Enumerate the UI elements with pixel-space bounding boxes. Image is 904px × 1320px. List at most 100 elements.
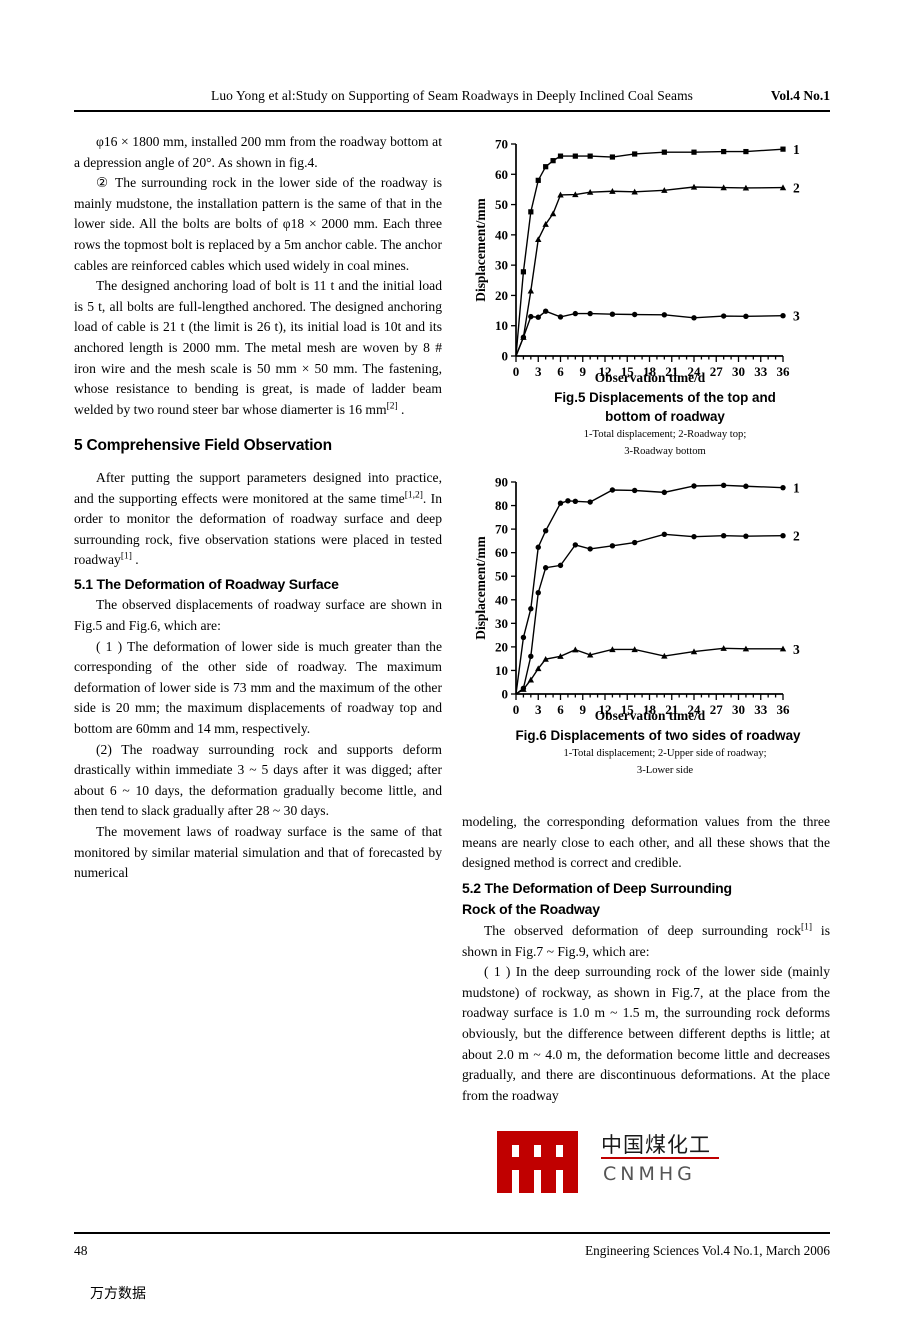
f6-series-3-point (779, 645, 787, 652)
footer-journal-line: Engineering Sciences Vol.4 No.1, March 2… (585, 1243, 830, 1258)
f5-series-1-point (543, 164, 549, 170)
paragraph-3: The designed anchoring load of bolt is 1… (74, 276, 442, 420)
f5-series-2-point (572, 191, 579, 198)
f5-ytick-0: 0 (502, 349, 509, 364)
f5-series-1-line (515, 148, 784, 357)
f5-series-1-point (587, 153, 593, 159)
paragraph-3-text: The designed anchoring load of bolt is 1… (74, 278, 442, 417)
f6-series-1-point (542, 528, 549, 534)
watermark-chinese-text: 中国煤化工 (601, 1133, 711, 1157)
f6-xtick-30: 30 (732, 702, 745, 717)
watermark-latin-text: CNMHG (603, 1163, 696, 1185)
f6-xtick-33: 33 (754, 702, 768, 717)
f6-series-1-point (691, 483, 697, 489)
f5-series-3-point (743, 313, 749, 320)
f5-xtick-21: 21 (665, 364, 678, 379)
figure-6-legend-note-2: 3-Lower side (636, 764, 694, 776)
f5-series-label-1: 1 (793, 142, 800, 157)
f6-series-2-point (691, 533, 697, 540)
f5-ytick-50: 50 (495, 197, 508, 212)
figure-5-ylabel: Displacement/mm (473, 198, 488, 301)
reference-marker-1: [1] (120, 551, 132, 562)
f5-series-1-point (661, 149, 667, 155)
f5-series-1-point (528, 209, 534, 215)
f6-series-2-point (535, 590, 541, 596)
f5-series-3-point (631, 311, 638, 318)
running-head-volume: Vol.4 No.1 (770, 88, 830, 103)
f6-series-label-1: 1 (793, 481, 800, 496)
figure-6-ylabel: Displacement/mm (473, 536, 488, 639)
f6-series-3-point (572, 646, 579, 653)
f6-series-3-point (742, 645, 750, 652)
section-heading-5: 5 Comprehensive Field Observation (74, 437, 332, 455)
f6-ytick-0: 0 (502, 687, 509, 702)
f5-series-1-point (691, 149, 697, 155)
f6-xtick-15: 15 (621, 702, 635, 717)
f6-series-3-point (535, 665, 542, 672)
f5-series-3-point (691, 315, 697, 321)
f5-series-3-point (720, 313, 727, 319)
paragraph-4-text-a: After putting the support parameters des… (74, 469, 442, 506)
f6-series-3-point (690, 648, 698, 655)
section-heading-5-2-line2: Rock of the Roadway (462, 901, 600, 918)
f5-series-1-point (721, 148, 727, 155)
f5-series-1-point (632, 151, 638, 157)
paragraph-4: After putting the support parameters des… (74, 468, 442, 571)
f6-series-1-point (661, 489, 668, 496)
f5-series-1-point (520, 269, 527, 275)
section-heading-5-2-line1: 5.2 The Deformation of Deep Surrounding (462, 879, 732, 896)
f5-series-1-point (550, 158, 556, 164)
f6-ytick-70: 70 (495, 522, 508, 537)
f6-series-1-point (720, 482, 727, 488)
watermark-underline (601, 1157, 719, 1159)
f5-series-2-point (661, 187, 668, 193)
f6-xtick-0: 0 (513, 702, 520, 717)
myh-logo-icon (497, 1131, 578, 1193)
f5-ytick-20: 20 (495, 288, 508, 303)
figure-6-legend-note-1: 1-Total displacement; 2-Upper side of ro… (563, 748, 767, 759)
f5-series-1-point (572, 153, 578, 159)
figure-6: 0 10 20 30 40 50 60 70 80 90 0 3 6 9 12 15 18 21 24 27 30 33… (470, 472, 860, 778)
f6-series-2-point (557, 562, 564, 569)
f6-series-2-point (631, 539, 638, 546)
f5-series-3-point (661, 312, 668, 318)
f5-xtick-0: 0 (513, 364, 520, 379)
f6-ytick-40: 40 (495, 592, 508, 607)
f5-series-1-point (609, 154, 616, 160)
f5-xtick-27: 27 (710, 364, 724, 379)
f5-series-label-3: 3 (793, 309, 800, 324)
f5-xtick-3: 3 (535, 364, 542, 379)
f6-series-2-point (542, 565, 549, 571)
f5-series-3-point (609, 311, 616, 317)
f6-xtick-24: 24 (688, 702, 702, 717)
f5-xtick-9: 9 (580, 364, 587, 379)
paragraph-6: ( 1 ) The deformation of lower side is m… (74, 638, 442, 737)
f6-xtick-3: 3 (535, 702, 542, 717)
f6-series-1-point (631, 487, 638, 494)
f5-ytick-30: 30 (495, 258, 508, 273)
f5-series-3-point (542, 308, 549, 314)
f5-series-2-point (720, 184, 727, 191)
f6-series-2-point (661, 531, 668, 537)
f5-series-3-point (587, 310, 593, 317)
f5-xtick-12: 12 (599, 364, 612, 379)
f6-ytick-60: 60 (495, 545, 508, 560)
f6-xtick-9: 9 (580, 702, 587, 717)
f6-series-2-line (515, 533, 784, 695)
f5-series-2-point (542, 221, 549, 227)
reference-marker-2: [2] (386, 401, 398, 412)
figure-5: 0 10 20 30 40 50 60 70 0 3 6 9 12 15 18 21 24 27 30 33 36 1… (470, 134, 860, 459)
f5-series-3-point (572, 310, 579, 317)
header-rule (74, 110, 830, 112)
figure-6-xlabel: Observation time/d (595, 708, 706, 722)
f6-series-1-point (520, 634, 527, 641)
f5-series-3-line (515, 310, 784, 357)
f6-series-3-point (586, 651, 594, 658)
f5-series-3-point (520, 334, 527, 340)
f6-xtick-27: 27 (710, 702, 724, 717)
f5-series-2-point (631, 188, 638, 195)
figure-5-caption-line1: Fig.5 Displacements of the top and (554, 390, 776, 405)
